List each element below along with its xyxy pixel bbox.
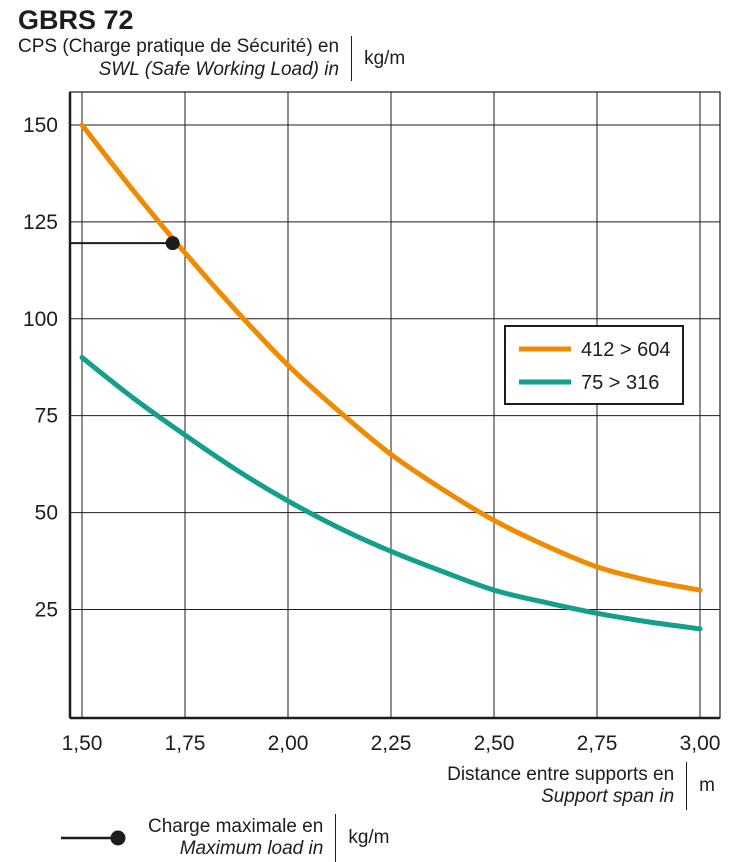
y-axis-unit: kg/m — [364, 47, 406, 69]
y-axis-label-fr: CPS (Charge pratique de Sécurité) en — [18, 36, 340, 58]
x-tick-label: 3,00 — [680, 732, 721, 755]
series-curve-0 — [79, 122, 703, 593]
x-tick-label: 2,25 — [371, 732, 412, 755]
x-axis-title: Distance entre supports en Support span … — [0, 762, 735, 810]
y-tick-label: 50 — [35, 502, 58, 525]
y-tick-label: 125 — [23, 211, 58, 234]
x-axis-label-en: Support span in — [541, 786, 675, 807]
y-axis-title: CPS (Charge pratique de Sécurité) en SWL… — [18, 36, 735, 82]
max-load-label-en: Maximum load in — [179, 838, 324, 859]
max-load-legend: Charge maximale en Maximum load in kg/m — [58, 814, 735, 862]
x-tick-label: 2,00 — [268, 732, 309, 755]
divider — [351, 36, 353, 82]
legend-label-1: 75 > 316 — [581, 372, 659, 394]
y-tick-label: 150 — [23, 114, 58, 137]
series-curve-1 — [79, 355, 703, 632]
legend-box — [504, 325, 684, 405]
x-axis-unit: m — [699, 775, 715, 796]
y-tick-label: 75 — [35, 405, 58, 428]
x-tick-label: 2,75 — [577, 732, 618, 755]
max-load-label-lines: Charge maximale en Maximum load in — [148, 816, 323, 861]
divider — [335, 814, 337, 862]
max-load-dot — [165, 236, 180, 251]
x-axis-label-fr: Distance entre supports en — [447, 763, 675, 785]
y-tick-label: 100 — [23, 308, 58, 331]
divider — [686, 762, 688, 810]
max-load-marker-icon — [61, 830, 126, 846]
y-tick-label: 25 — [35, 598, 58, 621]
max-load-label-fr: Charge maximale en — [148, 815, 324, 837]
y-axis-label-en: SWL (Safe Working Load) in — [98, 58, 340, 80]
x-axis-title-lines: Distance entre supports en Support span … — [447, 764, 674, 809]
max-load-unit: kg/m — [348, 827, 390, 848]
y-axis-title-lines: CPS (Charge pratique de Sécurité) en SWL… — [18, 36, 339, 81]
chart-area: 412 > 604 75 > 316 150 125 100 75 50 25 1,50 1,75… — [0, 86, 735, 758]
x-tick-label: 1,75 — [165, 732, 206, 755]
legend-label-0: 412 > 604 — [581, 339, 671, 361]
chart-header: GBRS 72 CPS (Charge pratique de Sécurité… — [0, 0, 735, 86]
x-tick-label: 2,50 — [474, 732, 515, 755]
load-chart-svg: 412 > 604 75 > 316 150 125 100 75 50 25 1,50 1,75… — [23, 91, 721, 755]
x-tick-label: 1,50 — [62, 732, 103, 755]
page-title: GBRS 72 — [18, 5, 134, 35]
